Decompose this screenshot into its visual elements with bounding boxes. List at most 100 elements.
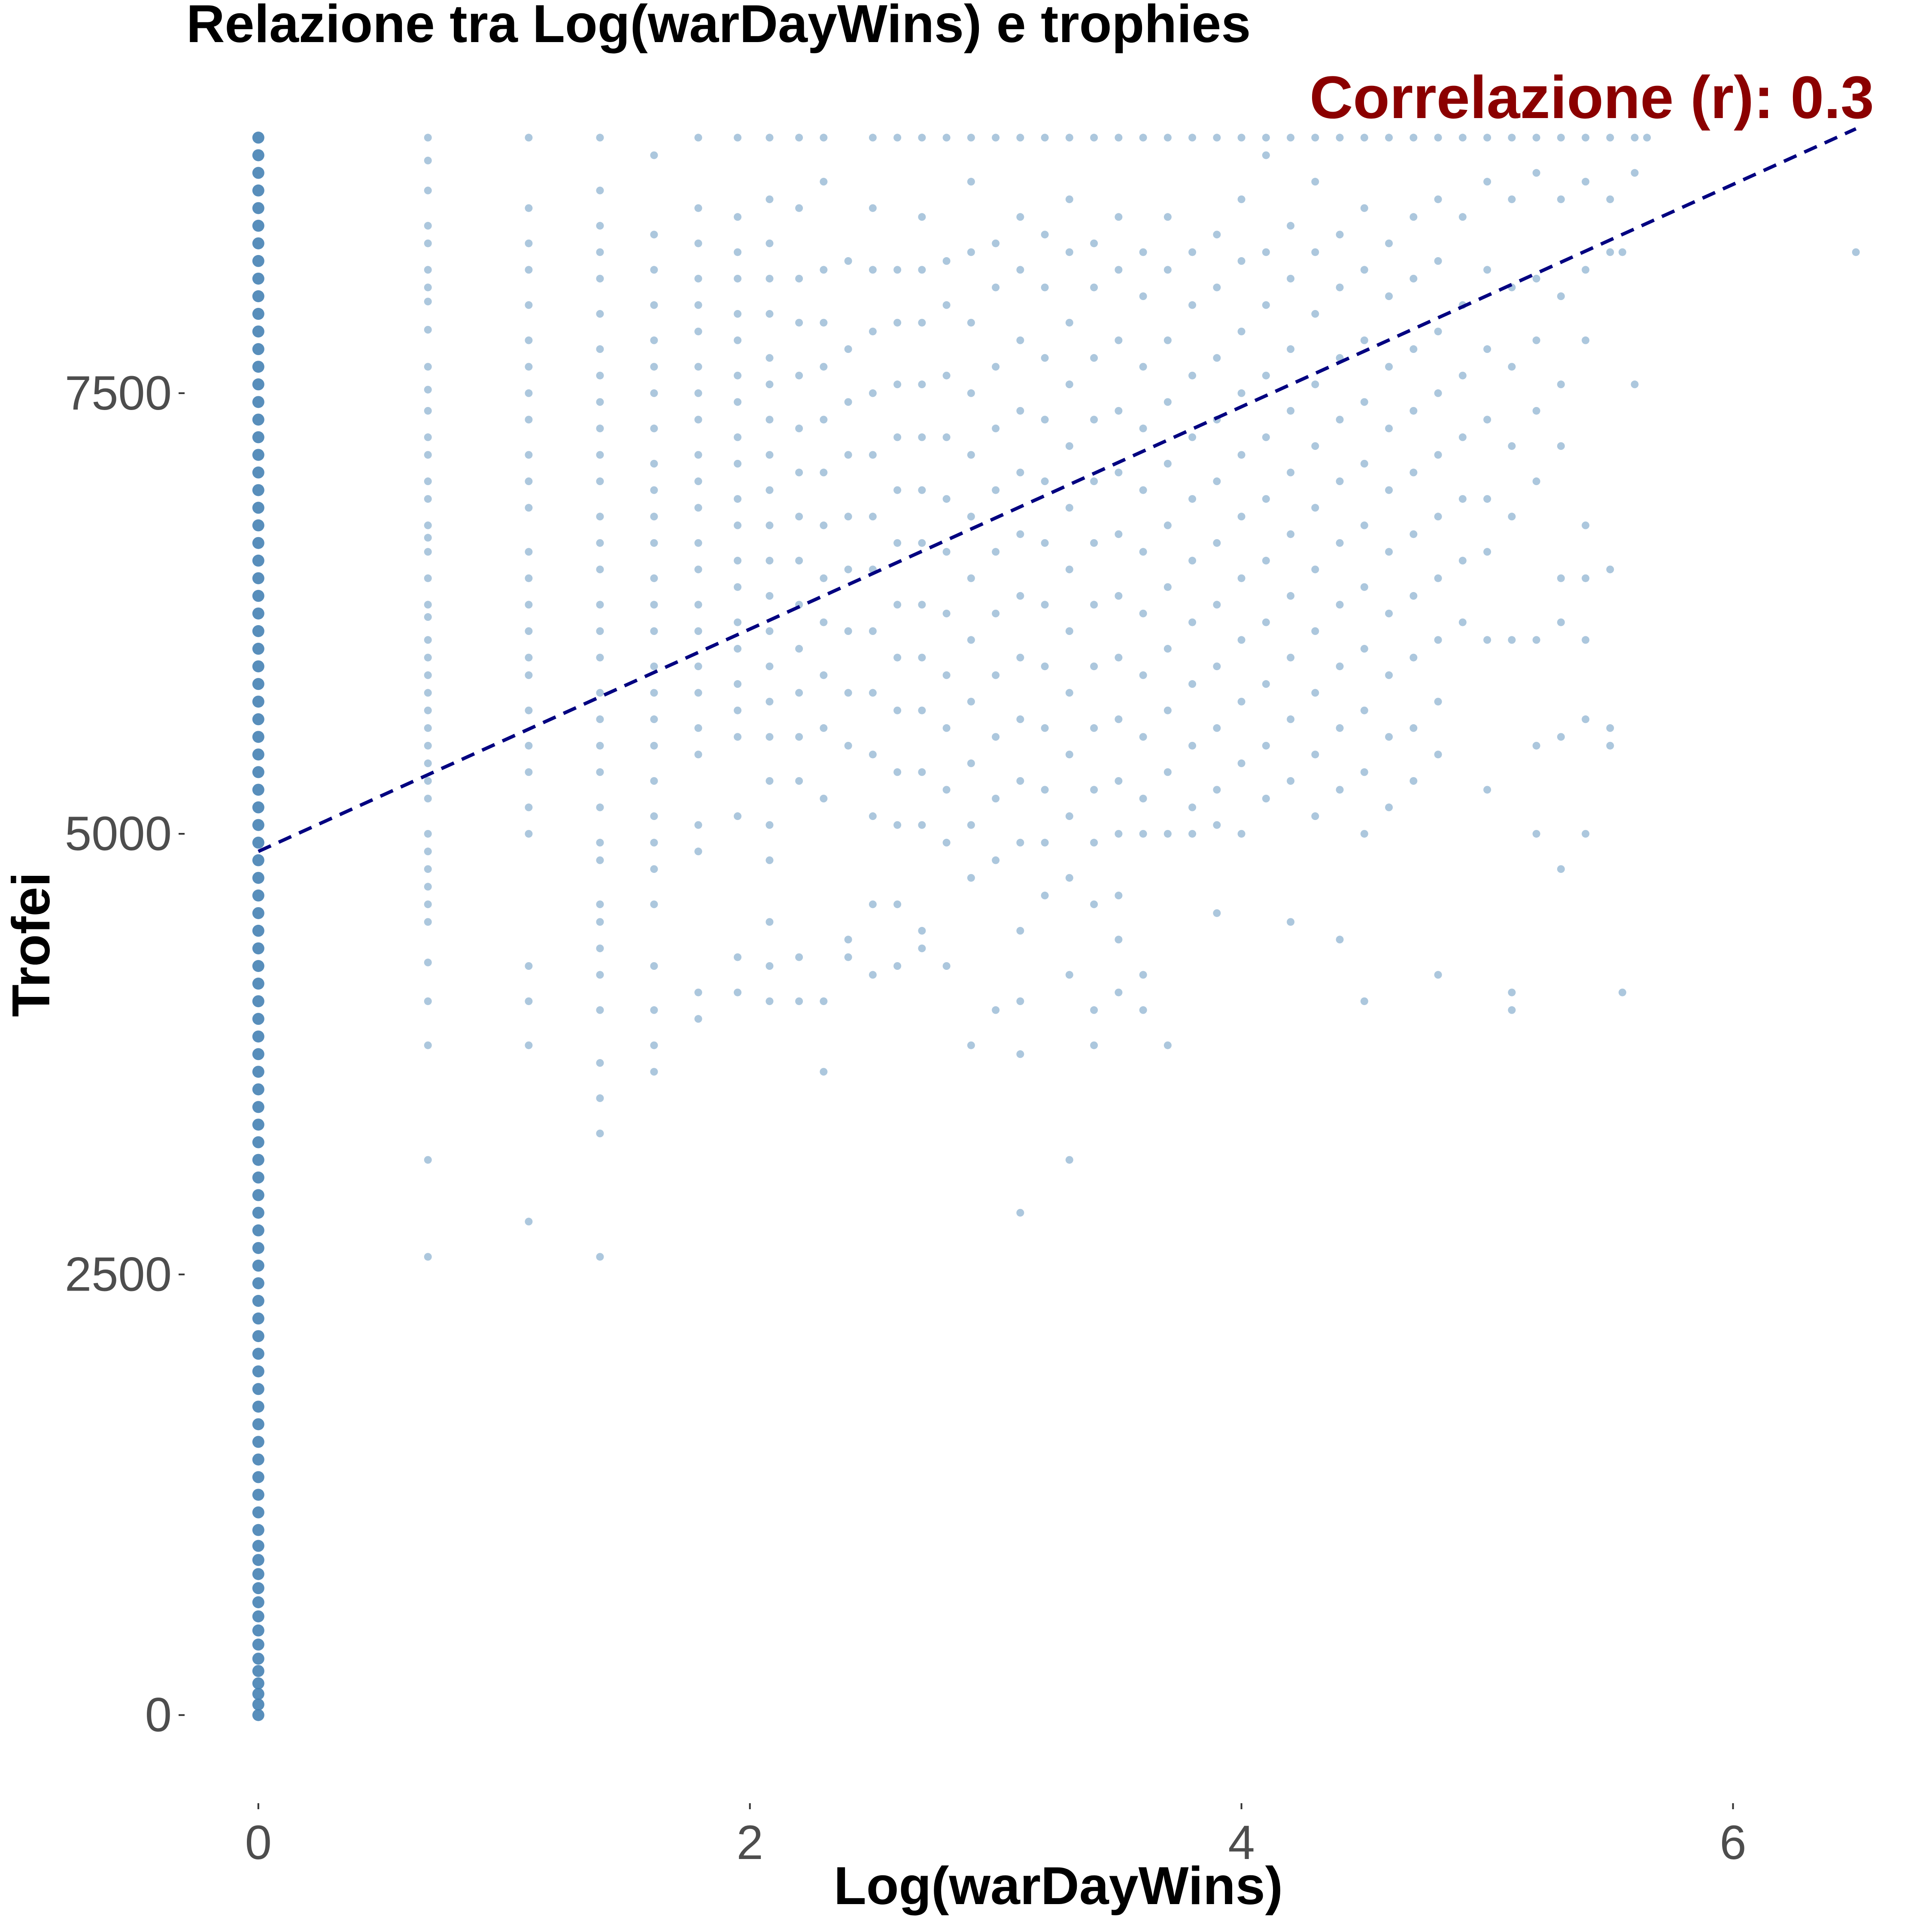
data-point (650, 812, 658, 820)
data-point (967, 319, 975, 327)
data-point (1188, 248, 1197, 256)
y-axis-title: Trofei (2, 872, 61, 1017)
data-point (252, 149, 264, 161)
data-point (1311, 442, 1319, 450)
data-point (1237, 830, 1245, 838)
data-point (252, 255, 264, 267)
x-tick-label: 4 (1228, 1816, 1255, 1869)
data-point (1065, 812, 1073, 820)
data-points (252, 131, 1860, 1721)
data-point (766, 310, 774, 318)
data-point (734, 433, 742, 441)
data-point (967, 1041, 975, 1049)
data-point (1041, 662, 1049, 671)
data-point (1139, 830, 1147, 838)
data-point (1532, 169, 1540, 177)
data-point (1188, 741, 1197, 750)
data-point (1287, 530, 1295, 538)
data-point (766, 918, 774, 926)
data-point (967, 248, 975, 256)
data-point (734, 134, 742, 142)
data-point (252, 378, 264, 391)
data-point (795, 556, 803, 565)
data-point (1508, 134, 1516, 142)
data-point (820, 795, 828, 802)
data-point (252, 678, 264, 690)
data-point (525, 204, 533, 212)
data-point (766, 486, 774, 494)
data-point (596, 539, 604, 547)
data-point (766, 380, 774, 389)
data-point (734, 460, 742, 468)
data-point (252, 1030, 264, 1043)
data-point (844, 257, 852, 265)
data-point (766, 239, 774, 247)
data-point (252, 237, 264, 249)
data-point (1163, 134, 1172, 142)
data-point (734, 680, 742, 688)
data-point (1237, 389, 1245, 397)
data-point (596, 186, 604, 194)
data-point (1434, 195, 1442, 204)
data-point (252, 1488, 264, 1501)
data-point (252, 290, 264, 302)
data-point (650, 1041, 658, 1049)
data-point (1065, 248, 1073, 256)
data-point (1139, 733, 1147, 741)
data-point (694, 363, 702, 371)
data-point (694, 988, 702, 996)
data-point (1434, 750, 1442, 759)
data-point (1139, 292, 1147, 300)
data-point (992, 283, 1000, 292)
data-point (650, 301, 658, 309)
data-point (694, 821, 702, 829)
data-point (650, 424, 658, 432)
data-point (1065, 195, 1073, 204)
data-point (942, 371, 951, 380)
data-point (694, 724, 702, 732)
y-tick-label: 0 (145, 1688, 172, 1742)
data-point (525, 768, 533, 776)
data-point (650, 486, 658, 494)
data-point (1065, 874, 1073, 882)
data-point (1041, 539, 1049, 547)
data-point (252, 801, 264, 814)
data-point (1188, 301, 1197, 309)
data-point (424, 266, 432, 274)
data-point (596, 653, 604, 662)
data-point (967, 636, 975, 644)
data-point (1139, 548, 1147, 556)
data-point (694, 389, 702, 397)
data-point (252, 1083, 264, 1096)
data-point (1188, 803, 1197, 811)
data-point (1115, 936, 1123, 944)
data-point (766, 416, 774, 424)
data-point (1041, 601, 1049, 609)
data-point (1262, 433, 1270, 441)
data-point (1410, 407, 1418, 415)
data-point (1237, 574, 1245, 582)
data-point (1163, 706, 1172, 714)
data-point (596, 565, 604, 574)
data-point (694, 539, 702, 547)
data-point (918, 944, 926, 952)
data-point (424, 1156, 432, 1164)
data-point (795, 134, 803, 142)
data-point (694, 328, 702, 336)
data-point (252, 995, 264, 1008)
data-point (424, 495, 432, 503)
data-point (992, 424, 1000, 432)
data-point (820, 134, 828, 142)
data-point (1618, 988, 1626, 996)
data-point (596, 741, 604, 750)
data-point (1557, 195, 1565, 204)
data-point (992, 239, 1000, 247)
data-point (1016, 838, 1024, 847)
data-point (1336, 724, 1344, 732)
data-point (1041, 838, 1049, 847)
data-point (525, 389, 533, 397)
data-point (1090, 283, 1098, 292)
data-point (1090, 662, 1098, 671)
data-point (1213, 786, 1221, 794)
data-point (252, 1312, 264, 1325)
